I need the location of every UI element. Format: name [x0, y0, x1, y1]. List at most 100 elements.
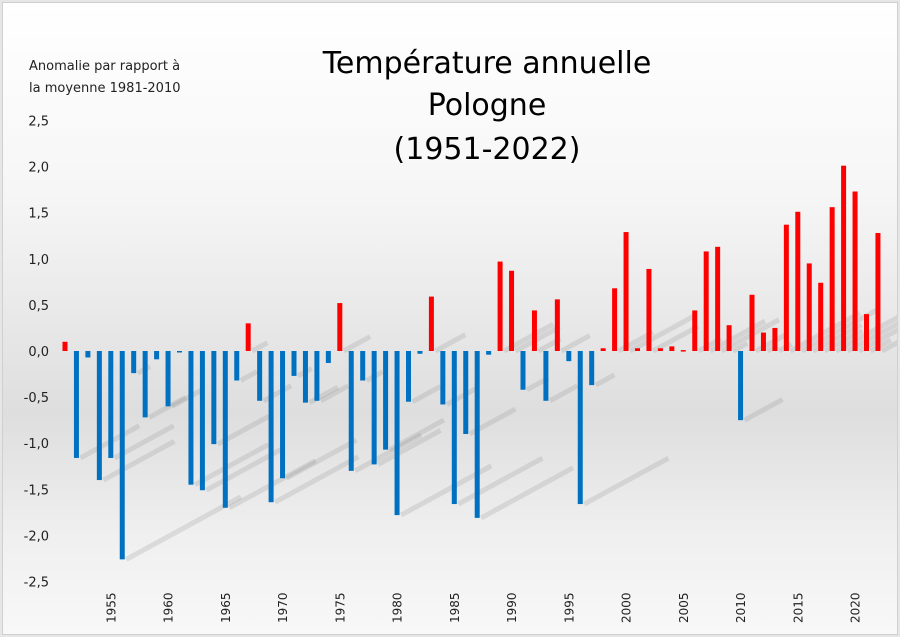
y-tick-label: -1,0 [24, 437, 49, 452]
bar-shadow [102, 439, 176, 483]
bar-2001 [635, 348, 640, 351]
bar-1981 [406, 351, 411, 402]
bar-1994 [554, 299, 560, 351]
bar-1984 [440, 351, 446, 405]
bar-1995 [566, 351, 572, 362]
y-tick-label: 1,0 [28, 253, 49, 268]
bar-1973 [314, 351, 320, 401]
bar-1974 [325, 351, 331, 363]
bar-1970 [280, 351, 286, 479]
bar-shadow [376, 428, 442, 467]
x-tick-label: 1985 [448, 592, 462, 623]
bar-shadow [125, 494, 243, 562]
bar-1968 [257, 351, 263, 401]
bar-2022 [875, 232, 881, 351]
bar-1982 [417, 351, 423, 354]
chart-title-line-2: Pologne [428, 88, 547, 123]
x-axis-ticks: 1955 1960 1965 1970 1975 1980 1985 1990 1995 2000… [104, 592, 862, 623]
bar-1957 [131, 351, 137, 374]
bar-2004 [669, 346, 675, 351]
y-tick-label: -0,5 [24, 391, 49, 406]
y-tick-label: -2,0 [24, 529, 49, 544]
y-axis-title-line-2: la moyenne 1981-2010 [29, 81, 181, 96]
bar-shadow [147, 395, 187, 420]
bar-1976 [348, 351, 354, 471]
bar-1990 [509, 270, 515, 351]
bar-1997 [589, 351, 595, 386]
bar-shadow [514, 324, 561, 354]
bar-shadow [628, 313, 697, 354]
bar-1952 [73, 351, 79, 458]
bar-shadow [262, 383, 293, 403]
x-tick-label: 1960 [162, 592, 176, 623]
bar-shadow [480, 465, 575, 521]
x-tick-label: 1990 [505, 592, 519, 623]
bars [62, 165, 881, 560]
x-tick-label: 1965 [219, 592, 233, 623]
bar-shadow [731, 341, 749, 354]
bar-2002 [646, 268, 652, 351]
bar-1959 [154, 351, 160, 360]
bar-shadow [651, 324, 700, 354]
bar-1963 [199, 351, 205, 491]
y-tick-label: 1,5 [28, 207, 49, 222]
x-tick-label: 2020 [849, 592, 863, 623]
bar-1960 [165, 351, 171, 407]
bar-1985 [451, 351, 457, 505]
bar-2016 [806, 263, 812, 351]
bar-2021 [864, 314, 869, 351]
bar-chart: Anomalie par rapport à la moyenne 1981-2… [24, 46, 897, 623]
bar-2013 [772, 327, 778, 351]
bar-shadow [308, 384, 340, 405]
bar-2015 [795, 211, 801, 351]
bar-2012 [760, 332, 766, 351]
y-tick-label: 2,5 [28, 115, 49, 130]
bar-1967 [245, 323, 251, 351]
bar-shadow [457, 455, 544, 507]
bar-shadow [354, 432, 423, 474]
bar-1986 [463, 351, 469, 434]
bar-1965 [222, 351, 228, 508]
bar-1980 [394, 351, 400, 516]
bar-shadow [411, 384, 442, 404]
bar-1958 [142, 351, 148, 418]
bar-shadow [789, 310, 862, 354]
bar-2007 [703, 251, 709, 351]
bar-2020 [852, 191, 858, 351]
chart-title-line-3: (1951-2022) [394, 132, 581, 167]
bar-shadow [583, 455, 670, 507]
y-tick-label: 0,5 [28, 299, 49, 314]
x-tick-label: 1955 [104, 592, 118, 623]
bar-2000 [623, 232, 629, 351]
bar-1991 [520, 351, 526, 390]
bar-2010 [738, 351, 744, 421]
x-tick-label: 2005 [677, 592, 691, 623]
bar-shadow [342, 334, 372, 354]
bar-1966 [234, 351, 240, 381]
x-tick-label: 1975 [333, 592, 347, 623]
y-tick-label: -1,5 [24, 483, 49, 498]
bar-1961 [177, 351, 182, 353]
bar-2003 [657, 348, 663, 351]
bar-1953 [85, 351, 91, 358]
bar-shadow [445, 386, 478, 407]
bar-1954 [96, 351, 102, 481]
bar-2011 [749, 294, 755, 351]
y-axis-title-line-1: Anomalie par rapport à [29, 59, 180, 74]
bar-shadow [880, 339, 897, 354]
bar-1987 [474, 351, 480, 518]
y-tick-label: 0,0 [28, 345, 49, 360]
bar-shadow [193, 442, 270, 487]
x-tick-label: 2010 [734, 592, 748, 623]
bar-1975 [337, 303, 343, 351]
chart-title-line-1: Température annuelle [322, 46, 652, 81]
x-tick-label: 2015 [791, 592, 805, 623]
bar-1999 [612, 288, 618, 351]
bar-2005 [680, 350, 686, 352]
x-tick-label: 2000 [620, 592, 634, 623]
bar-shadow [239, 369, 259, 383]
x-tick-label: 1970 [276, 592, 290, 623]
bar-1964 [211, 351, 217, 445]
bar-shadow [273, 454, 360, 505]
